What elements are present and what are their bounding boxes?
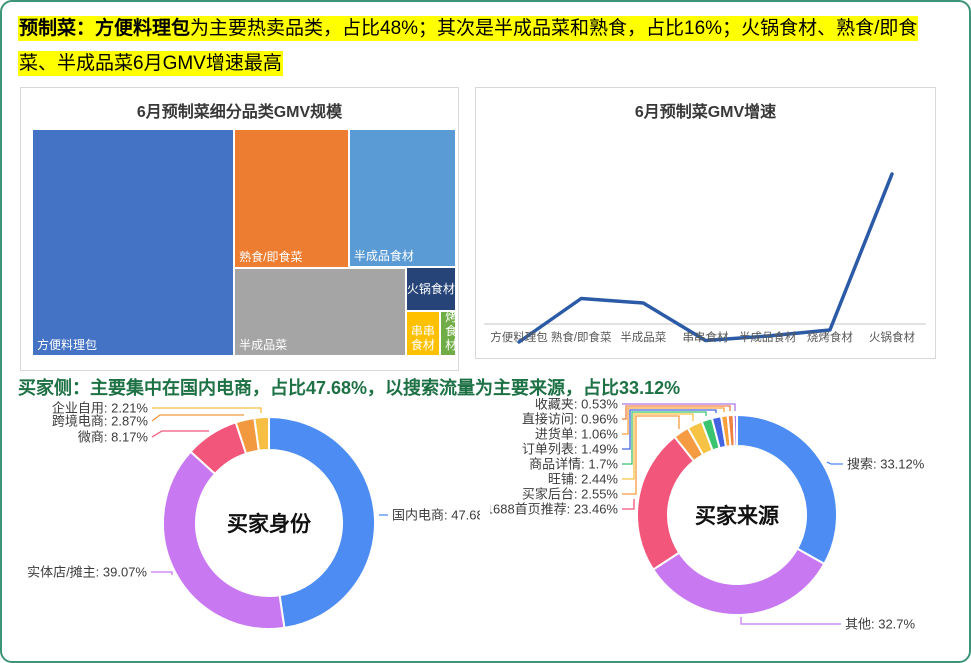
x-axis-label: 半成品菜 [620,330,666,344]
donut-slice-label: 微商: 8.17% [78,430,149,445]
donut-slice-label: 其他: 32.7% [845,617,916,632]
gmv-growth-line [517,172,894,344]
treemap-block-label: 串串食材 [410,323,435,352]
donut-slice-label: 直接访问: 0.96% [522,412,619,427]
donut-slice-1 [162,450,286,630]
donut-buyer-source-svg: 搜索: 33.12% 其他: 32.7% 1688首页推荐: 23.46%买家后台:… [490,398,925,632]
x-axis-label: 方便料理包 [490,330,548,344]
treemap-block-label: 半成品菜 [239,337,288,352]
treemap-block-0: 方便料理包 [33,130,234,355]
donut-leader-line [622,407,725,435]
treemap-panel: 6月预制菜细分品类GMV规模 方便料理包 熟食/即食菜 半成品食材半成品菜 火锅食材串… [20,87,459,371]
headline-buyer-side: 买家侧：主要集中在国内电商，占比47.68%，以搜索流量为主要来源，占比33.1… [18,378,681,398]
donut-slice-label: 订单列表: 1.49% [522,442,619,457]
treemap-block-5: 串串食材 [406,312,439,355]
donut-leader-line [622,411,707,465]
x-axis-label: 半成品食材 [739,330,797,344]
treemap-block-label: 方便料理包 [37,338,98,352]
donut-slice-label: 旺铺: 2.44% [548,472,619,487]
x-axis-label: 串串食材 [683,330,729,344]
donut-slice-label: 跨境电商: 2.87% [52,414,149,429]
headline-bold-segment: 预制菜：方便料理包 [19,18,191,39]
donut-slice-4 [253,416,270,452]
x-axis-label: 火锅食材 [869,330,915,344]
donut-leader-line [151,430,209,438]
x-axis-label: 烧烤食材 [807,330,853,344]
line-chart-title: 6月预制菜GMV增速 [634,104,777,121]
donut-slice-label: 国内电商: 47.68% [392,508,480,523]
donut-leader-line [622,413,694,480]
treemap-block-6: 烧烤食材 [441,312,455,355]
donut-slice-1 [652,547,826,617]
donut-slice-9 [732,414,738,448]
buyer-source-center-label: 买家来源 [695,505,779,528]
headline-line2-text: 菜、半成品菜6月GMV增速最高 [18,51,283,76]
treemap-block-2: 半成品食材 [349,130,455,266]
donut-leader-line [622,403,736,411]
treemap-block-label: 烧烤食材 [445,312,455,352]
donut-slice-2 [635,435,695,571]
donut-leader-line [740,617,841,625]
line-chart-panel: 6月预制菜GMV增速 方便料理包 熟食/即食菜 半成品菜 串串食材 半成品食材 烧烤食材 火… [475,87,936,359]
headline-line-2: 菜、半成品菜6月GMV增速最高 [18,48,918,80]
donut-slice-label: 收藏夹: 0.53% [535,398,619,412]
donut-slice-0 [268,416,377,629]
treemap-title: 6月预制菜细分品类GMV规模 [136,104,343,121]
donut-leader-line [622,405,731,420]
donut-slice-0 [736,414,839,565]
donut-leader-line [151,414,244,422]
donut-leader-line [622,415,680,495]
x-axis-label: 熟食/即食菜 [551,330,612,344]
treemap-block-1: 熟食/即食菜 [235,130,349,268]
treemap-block-label: 火锅食材 [406,281,455,296]
donut-slice-label: 买家后台: 2.55% [522,487,619,502]
donut-leader-line [622,499,635,510]
buyer-identity-center-label: 买家身份 [227,513,311,536]
donut-slice-label: 搜索: 33.12% [847,457,925,472]
headline-line-1: 预制菜：方便料理包为主要热卖品类，占比48%；其次是半成品菜和熟食，占比16%；… [18,13,919,45]
donut-buyer-identity-svg: 国内电商: 47.68% 实体店/摊主: 39.07% 微商: 8.17%跨境电商:… [27,401,480,630]
treemap-block-label: 熟食/即食菜 [239,250,303,265]
donut-leader-line [826,461,843,465]
treemap-block-4: 火锅食材 [406,267,455,310]
donut-slice-label: 企业自用: 2.21% [52,401,149,416]
line-chart-svg: 方便料理包 熟食/即食菜 半成品菜 串串食材 半成品食材 烧烤食材 火锅食材 [484,172,926,344]
treemap-block-3: 半成品菜 [235,269,406,355]
donut-leader-line [151,571,173,575]
donut-slice-label: 1688首页推荐: 23.46% [490,502,618,517]
donut-leader-line [152,407,262,413]
treemap-block-label: 半成品食材 [353,248,414,263]
donut-buyer-source: 搜索: 33.12% 其他: 32.7% 1688首页推荐: 23.46% 买家后台:… [490,398,965,661]
headline-prepared-dishes: 预制菜：方便料理包为主要热卖品类，占比48%；其次是半成品菜和熟食，占比16%；… [18,13,919,83]
donut-slice-label: 商品详情: 1.7% [529,457,618,472]
donut-buyer-identity: 国内电商: 47.68% 实体店/摊主: 39.07% 微商: 8.17%跨境电商:… [10,398,480,661]
donut-leader-line [622,409,717,450]
headline-line1-rest: 为主要热卖品类，占比48%；其次是半成品菜和熟食，占比16%；火锅食材、熟食/即… [190,18,918,39]
donut-slice-label: 实体店/摊主: 39.07% [27,565,147,580]
donut-slice-label: 进货单: 1.06% [535,427,619,442]
